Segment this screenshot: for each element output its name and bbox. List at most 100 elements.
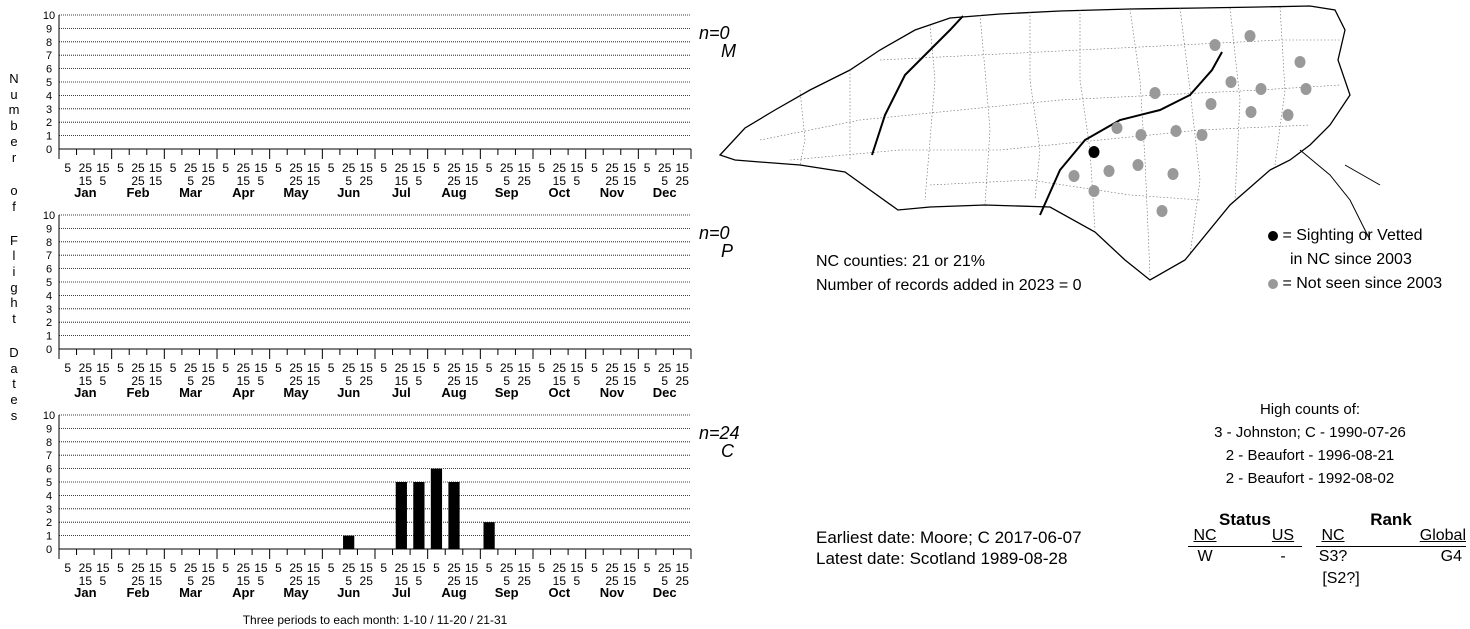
period-label: 15 bbox=[465, 574, 479, 588]
period-label: 25 bbox=[395, 361, 409, 375]
y-tick-label: 7 bbox=[46, 50, 52, 62]
legend-sighting: = Sighting or Vetted bbox=[1268, 224, 1468, 248]
period-label: 25 bbox=[342, 361, 356, 375]
period-label: 25 bbox=[289, 174, 303, 188]
period-label: 5 bbox=[644, 361, 651, 375]
y-tick-label: 4 bbox=[46, 90, 52, 102]
month-label: Dec bbox=[653, 585, 677, 600]
y-tick-label: 4 bbox=[46, 290, 52, 302]
month-label: Oct bbox=[548, 385, 570, 400]
chart-panel-M bbox=[58, 14, 692, 159]
period-label: 5 bbox=[574, 374, 581, 388]
group-label: M bbox=[721, 41, 736, 61]
county-dot-not-seen bbox=[1132, 159, 1144, 171]
y-tick-label: 2 bbox=[46, 517, 52, 529]
y-axis-label-letter: i bbox=[12, 264, 16, 279]
period-label: 5 bbox=[222, 561, 229, 575]
month-label: Dec bbox=[653, 185, 677, 200]
period-label: 15 bbox=[360, 161, 374, 175]
period-label: 15 bbox=[96, 561, 110, 575]
period-label: 5 bbox=[64, 161, 71, 175]
period-label: 5 bbox=[433, 561, 440, 575]
county-dot-not-seen bbox=[1103, 165, 1115, 177]
period-label: 5 bbox=[328, 361, 335, 375]
y-tick-label: 0 bbox=[46, 344, 52, 356]
period-label: 25 bbox=[289, 161, 303, 175]
n-count-label: n=0 bbox=[699, 223, 730, 243]
period-label: 5 bbox=[275, 361, 282, 375]
period-label: 15 bbox=[623, 561, 637, 575]
period-label: 15 bbox=[570, 361, 584, 375]
period-label: 25 bbox=[658, 361, 672, 375]
legend-not-seen: = Not seen since 2003 bbox=[1268, 272, 1468, 296]
month-label: Oct bbox=[548, 585, 570, 600]
county-dot-not-seen bbox=[1088, 185, 1100, 197]
rank-header: Rank bbox=[1370, 510, 1412, 529]
period-label: 15 bbox=[254, 561, 268, 575]
period-label: 15 bbox=[553, 174, 567, 188]
y-tick-label: 6 bbox=[46, 464, 52, 476]
period-label: 25 bbox=[605, 361, 619, 375]
period-label: 15 bbox=[412, 361, 426, 375]
y-axis-label-letter: r bbox=[11, 149, 17, 165]
y-tick-label: 9 bbox=[46, 223, 52, 235]
period-label: 5 bbox=[574, 174, 581, 188]
period-label: 5 bbox=[117, 361, 124, 375]
y-tick-label: 10 bbox=[43, 10, 55, 22]
period-label: 25 bbox=[289, 374, 303, 388]
y-axis-label-letter: e bbox=[10, 391, 18, 407]
date-range: Earliest date: Moore; C 2017-06-07 Lates… bbox=[816, 527, 1082, 569]
period-label: 5 bbox=[117, 161, 124, 175]
y-axis-label-letter: t bbox=[12, 311, 16, 327]
nc-rank-header: NC bbox=[1321, 527, 1345, 544]
y-axis-label-letter: h bbox=[10, 295, 18, 311]
nc-map bbox=[718, 5, 1381, 281]
month-label: Feb bbox=[126, 185, 149, 200]
period-label: 25 bbox=[237, 161, 251, 175]
county-dot-not-seen bbox=[1149, 87, 1161, 99]
county-dot-not-seen bbox=[1244, 30, 1256, 42]
period-label: 25 bbox=[447, 174, 461, 188]
period-label: 25 bbox=[395, 561, 409, 575]
period-label: 15 bbox=[149, 174, 163, 188]
county-dot-not-seen bbox=[1167, 168, 1179, 180]
period-label: 5 bbox=[275, 161, 282, 175]
county-dot-sighting bbox=[1088, 146, 1100, 158]
period-label: 15 bbox=[79, 374, 93, 388]
month-label: Nov bbox=[600, 185, 625, 200]
period-label: 25 bbox=[500, 161, 514, 175]
period-label: 15 bbox=[149, 574, 163, 588]
map-legend: = Sighting or Vetted in NC since 2003 = … bbox=[1268, 224, 1468, 296]
period-label: 5 bbox=[661, 574, 668, 588]
period-label: 15 bbox=[307, 574, 321, 588]
period-label: 5 bbox=[258, 574, 265, 588]
chart-panel-P bbox=[58, 214, 692, 359]
period-label: 15 bbox=[237, 574, 251, 588]
period-label: 5 bbox=[345, 174, 352, 188]
period-label: 15 bbox=[676, 561, 690, 575]
period-label: 5 bbox=[591, 161, 598, 175]
period-label: 5 bbox=[187, 374, 194, 388]
map-region-lines bbox=[871, 15, 1223, 216]
x-axis-caption: Three periods to each month: 1-10 / 11-2… bbox=[243, 613, 508, 627]
y-tick-label: 7 bbox=[46, 450, 52, 462]
y-axis-label-letter: N bbox=[9, 71, 19, 86]
month-label: Mar bbox=[179, 385, 202, 400]
period-label: 25 bbox=[658, 161, 672, 175]
period-label: 15 bbox=[360, 361, 374, 375]
y-axis-label-letter: f bbox=[12, 198, 16, 214]
period-label: 5 bbox=[661, 374, 668, 388]
period-label: 5 bbox=[503, 574, 510, 588]
y-tick-label: 5 bbox=[46, 277, 52, 289]
y-axis-label-letter: l bbox=[12, 248, 16, 264]
period-label: 25 bbox=[342, 561, 356, 575]
month-label: Sep bbox=[495, 185, 519, 200]
rank-note: [S2?] bbox=[1322, 570, 1360, 587]
period-label: 25 bbox=[360, 574, 374, 588]
group-label: C bbox=[721, 441, 735, 461]
period-label: 15 bbox=[465, 374, 479, 388]
rank-divider bbox=[1316, 546, 1466, 547]
period-label: 25 bbox=[184, 161, 198, 175]
period-label: 5 bbox=[258, 374, 265, 388]
